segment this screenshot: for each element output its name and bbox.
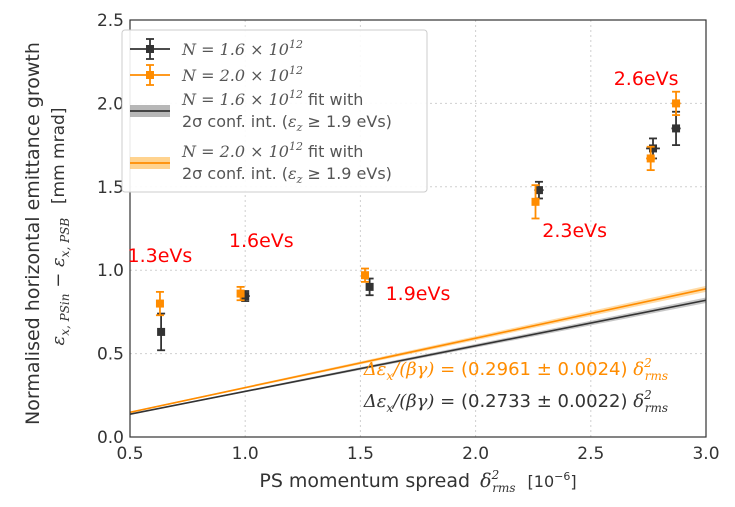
fit-line	[129, 299, 707, 415]
data-point	[671, 90, 681, 116]
data-point	[646, 145, 656, 172]
legend-label: N = 2.0 × 1012	[181, 64, 303, 85]
energy-annotation: 1.9eVs	[386, 283, 451, 305]
legend-entry: N = 2.0 × 1012	[130, 64, 303, 86]
legend-box	[121, 29, 428, 193]
y-tick-label: 2.0	[97, 94, 124, 114]
fit-equation: Δεx/(βγ) = (0.2733 ± 0.0022) δ2 rms	[363, 388, 668, 415]
data-point	[531, 184, 540, 220]
data-points	[155, 90, 681, 352]
y-tick-label: 1.0	[97, 261, 124, 281]
plot-frame	[129, 19, 707, 438]
legend-entry: N = 1.6 × 1012	[130, 38, 303, 60]
legend: N = 1.6 × 1012 N = 2.0 × 1012 N = 1.6 × 10…	[121, 29, 428, 193]
fit-lines	[129, 288, 707, 415]
data-point	[155, 290, 164, 317]
x-tick-label: 1.0	[232, 444, 259, 464]
y-tick-labels: 0.0 0.5 1.0 1.5 2.0 2.5	[97, 11, 124, 448]
legend-fit-entry: N = 2.0 × 1012 fit with 2σ conf. int. (εz…	[130, 140, 392, 186]
legend-label: N = 2.0 × 1012 fit with	[181, 140, 363, 161]
x-axis-label: PS momentum spread δ2 rms [10−6]	[259, 468, 576, 497]
x-tick-label: 2.0	[462, 444, 489, 464]
y-tick-label: 0.5	[97, 345, 124, 365]
legend-label: N = 1.6 × 1012 fit with	[181, 88, 363, 109]
y-tick-label: 0.0	[97, 428, 124, 448]
x-tick-labels: 0.5 1.0 1.5 2.0 2.5 3.0	[116, 444, 719, 464]
energy-annotation: 1.3eVs	[128, 245, 193, 267]
legend-label: N = 1.6 × 1012	[181, 38, 303, 59]
x-tick-label: 1.5	[347, 444, 374, 464]
fit-line	[129, 288, 707, 414]
legend-label: 2σ conf. int. (εz ≥ 1.9 eVs)	[182, 164, 392, 186]
y-axis-label-formula: εx, PSin − εx, PSB [mm mrad]	[48, 108, 74, 346]
fit-equations: Δεx/(βγ) = (0.2961 ± 0.0024) δ2 rms Δεx/(β…	[363, 356, 668, 415]
energy-annotation: 1.6eVs	[229, 230, 294, 252]
data-point	[157, 312, 166, 352]
x-tick-label: 3.0	[692, 444, 719, 464]
data-point	[236, 285, 245, 302]
annotations: 1.3eVs 1.6eVs 1.9eVs 2.3eVs 2.6eVs	[128, 68, 679, 305]
data-point	[671, 110, 681, 147]
energy-annotation: 2.6eVs	[614, 68, 679, 90]
legend-label: 2σ conf. int. (εz ≥ 1.9 eVs)	[182, 112, 392, 134]
y-tick-label: 2.5	[97, 11, 124, 31]
energy-annotation: 2.3eVs	[542, 220, 607, 242]
y-axis-label: Normalised horizontal emittance growth	[22, 42, 44, 425]
legend-fit-entry: N = 1.6 × 1012 fit with 2σ conf. int. (εz…	[130, 88, 392, 134]
fit-equation: Δεx/(βγ) = (0.2961 ± 0.0024) δ2 rms	[363, 356, 668, 383]
y-tick-label: 1.5	[97, 178, 124, 198]
data-point	[361, 267, 370, 283]
x-tick-label: 2.5	[577, 444, 604, 464]
x-tick-label: 0.5	[116, 444, 143, 464]
